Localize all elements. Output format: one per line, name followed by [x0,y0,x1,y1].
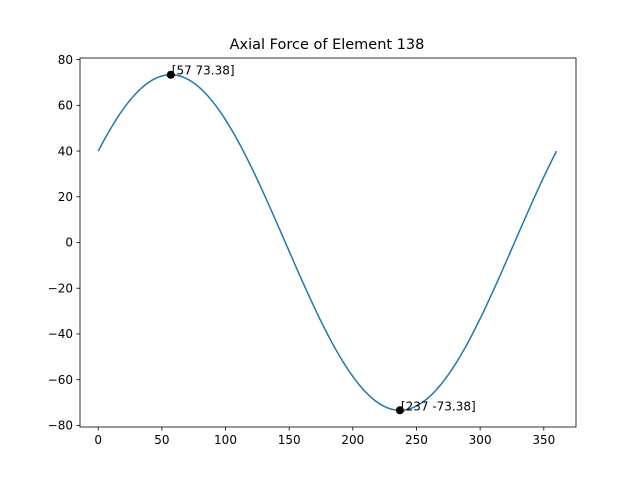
y-tick-label: 20 [58,190,73,204]
chart-title: Axial Force of Element 138 [230,37,425,53]
y-tick-label: −40 [48,327,73,341]
series-line-0 [97,73,558,412]
y-tick-label: 60 [58,99,73,113]
y-tick-label: −60 [48,373,73,387]
y-tick-label: −80 [48,419,73,433]
x-tick-label: 0 [94,433,102,447]
marker-point-1 [395,406,404,415]
marker-label-0: [57 73.38] [172,64,235,78]
y-tick-label: 80 [58,53,73,67]
marker-point-0 [166,70,175,79]
x-tick-label: 50 [154,433,169,447]
y-tick-label: −20 [48,281,73,295]
plot-frame [79,57,577,428]
x-tick-label: 100 [214,433,237,447]
y-tick-label: 40 [58,144,73,158]
x-tick-label: 150 [278,433,301,447]
x-tick-label: 300 [469,433,492,447]
x-tick-label: 350 [532,433,555,447]
y-tick-label: 0 [65,236,73,250]
plot-area: 0 50 100 150 200 250 300 350 −80 −60 −40 −20 0 20 40 60… [48,53,577,447]
x-tick-label: 250 [405,433,428,447]
x-tick-label: 200 [341,433,364,447]
marker-label-1: [237 -73.38] [401,399,476,413]
